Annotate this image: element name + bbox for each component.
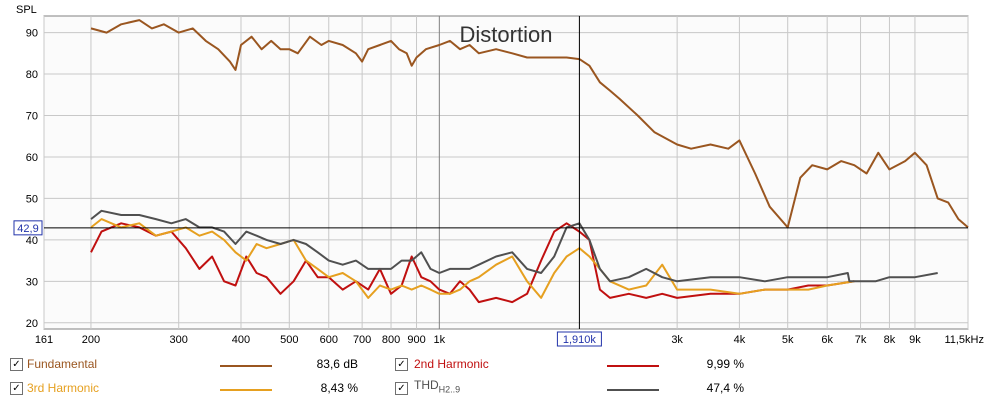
x-tick-label: 1k xyxy=(434,334,446,346)
y-tick-label: 80 xyxy=(26,69,38,81)
axes: 20 30 40 50 60 70 80 90 161 200 300 400 500 600 700 800… xyxy=(26,28,984,346)
y-tick-label: 60 xyxy=(26,152,38,164)
series-2nd-harmonic-line xyxy=(90,222,855,304)
thd-checkbox[interactable]: ✓ xyxy=(395,382,408,395)
y-axis-label: SPL xyxy=(16,4,37,16)
x-tick-label: 900 xyxy=(407,334,425,346)
legend-fundamental-swatch xyxy=(220,365,272,367)
cursor-y-readout-box xyxy=(13,220,43,236)
series-group xyxy=(90,19,969,304)
x-tick-label: 7k xyxy=(855,334,867,346)
legend-thd-subscript: H2..9 xyxy=(438,384,461,395)
x-tick-label: 800 xyxy=(382,334,400,346)
cursor-y-readout: 42,9 xyxy=(17,223,38,235)
cursor-x-readout-box xyxy=(556,331,602,347)
legend-thd-label: THDH2..9 xyxy=(414,378,460,394)
cursor[interactable]: 42,9 1,910k xyxy=(13,16,968,347)
series-fundamental-line xyxy=(90,19,969,229)
chart-title: Distortion xyxy=(460,22,553,47)
x-tick-label: 200 xyxy=(82,334,100,346)
x-tick-label: 8k xyxy=(884,334,896,346)
x-tick-label: 161 xyxy=(35,334,53,346)
legend-second-harmonic-value: 9,99 % xyxy=(706,357,744,371)
legend-second-harmonic-swatch xyxy=(607,365,659,367)
fundamental-checkbox[interactable]: ✓ xyxy=(10,358,23,371)
legend-second-harmonic-label: 2nd Harmonic xyxy=(414,357,489,371)
x-tick-label: 6k xyxy=(821,334,833,346)
x-tick-label: 4k xyxy=(734,334,746,346)
x-tick-label: 300 xyxy=(170,334,188,346)
y-tick-label: 20 xyxy=(26,318,38,330)
legend-third-harmonic-value: 8,43 % xyxy=(320,381,358,395)
x-tick-label: 5k xyxy=(782,334,794,346)
y-tick-label: 50 xyxy=(26,193,38,205)
x-tick-label: 9k xyxy=(909,334,921,346)
y-tick-label: 30 xyxy=(26,276,38,288)
x-tick-label: 11,5kHz xyxy=(944,334,984,346)
second-harmonic-checkbox[interactable]: ✓ xyxy=(395,358,408,371)
legend-thd-swatch xyxy=(607,389,659,391)
y-tick-label: 70 xyxy=(26,110,38,122)
third-harmonic-checkbox[interactable]: ✓ xyxy=(10,382,23,395)
series-thd-line xyxy=(90,209,938,283)
legend-third-harmonic-label: 3rd Harmonic xyxy=(27,381,100,395)
x-tick-label: 500 xyxy=(280,334,298,346)
legend-third-harmonic-swatch xyxy=(220,389,272,391)
x-tick-label: 700 xyxy=(353,334,371,346)
legend-fundamental-value: 83,6 dB xyxy=(316,357,358,371)
x-tick-label: 3k xyxy=(671,334,683,346)
legend-thd-name: THD xyxy=(414,378,439,392)
plot-area xyxy=(43,15,969,330)
x-tick-label: 400 xyxy=(232,334,250,346)
cursor-x-readout: 1,910k xyxy=(563,334,597,346)
y-tick-label: 90 xyxy=(26,28,38,40)
legend-fundamental-label: Fundamental xyxy=(27,357,98,371)
legend-thd-value: 47,4 % xyxy=(706,381,744,395)
x-tick-label: 600 xyxy=(320,334,338,346)
y-tick-label: 40 xyxy=(26,235,38,247)
series-3rd-harmonic-line xyxy=(90,218,855,299)
